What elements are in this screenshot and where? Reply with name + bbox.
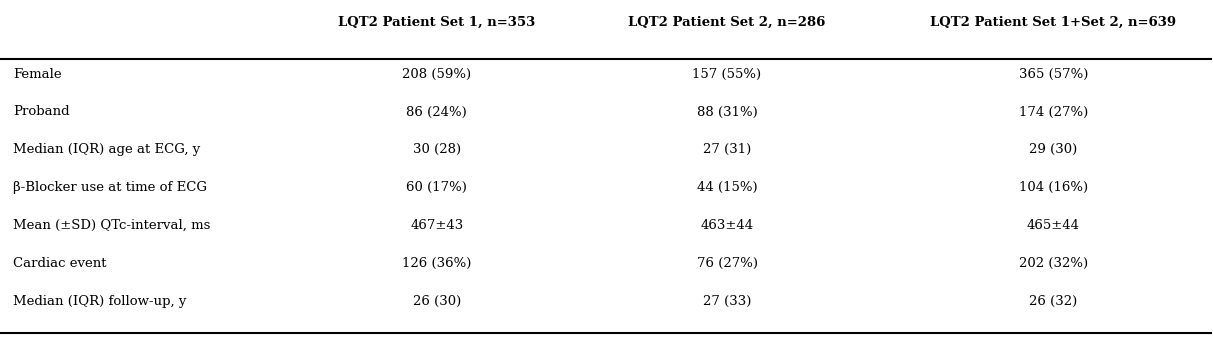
- Text: 86 (24%): 86 (24%): [406, 105, 467, 118]
- Text: 157 (55%): 157 (55%): [693, 68, 762, 80]
- Text: 467±43: 467±43: [410, 219, 463, 232]
- Text: LQT2 Patient Set 2, n=286: LQT2 Patient Set 2, n=286: [628, 15, 826, 28]
- Text: 88 (31%): 88 (31%): [696, 105, 757, 118]
- Text: Cardiac event: Cardiac event: [13, 257, 107, 270]
- Text: Proband: Proband: [13, 105, 70, 118]
- Text: 29 (30): 29 (30): [1030, 143, 1077, 156]
- Text: β-Blocker use at time of ECG: β-Blocker use at time of ECG: [13, 181, 207, 194]
- Text: 27 (33): 27 (33): [702, 295, 751, 308]
- Text: Median (IQR) age at ECG, y: Median (IQR) age at ECG, y: [13, 143, 200, 156]
- Text: 76 (27%): 76 (27%): [696, 257, 757, 270]
- Text: 365 (57%): 365 (57%): [1019, 68, 1088, 80]
- Text: 26 (30): 26 (30): [412, 295, 461, 308]
- Text: 30 (28): 30 (28): [412, 143, 461, 156]
- Text: 463±44: 463±44: [700, 219, 753, 232]
- Text: 104 (16%): 104 (16%): [1019, 181, 1088, 194]
- Text: 126 (36%): 126 (36%): [402, 257, 472, 270]
- Text: 60 (17%): 60 (17%): [406, 181, 467, 194]
- Text: Female: Female: [13, 68, 62, 80]
- Text: LQT2 Patient Set 1+Set 2, n=639: LQT2 Patient Set 1+Set 2, n=639: [930, 15, 1177, 28]
- Text: 26 (32): 26 (32): [1030, 295, 1077, 308]
- Text: 208 (59%): 208 (59%): [403, 68, 472, 80]
- Text: 174 (27%): 174 (27%): [1019, 105, 1088, 118]
- Text: Median (IQR) follow-up, y: Median (IQR) follow-up, y: [13, 295, 187, 308]
- Text: LQT2 Patient Set 1, n=353: LQT2 Patient Set 1, n=353: [338, 15, 535, 28]
- Text: 202 (32%): 202 (32%): [1019, 257, 1088, 270]
- Text: 27 (31): 27 (31): [702, 143, 751, 156]
- Text: Mean (±SD) QTc-interval, ms: Mean (±SD) QTc-interval, ms: [13, 219, 211, 232]
- Text: 465±44: 465±44: [1027, 219, 1080, 232]
- Text: 44 (15%): 44 (15%): [696, 181, 757, 194]
